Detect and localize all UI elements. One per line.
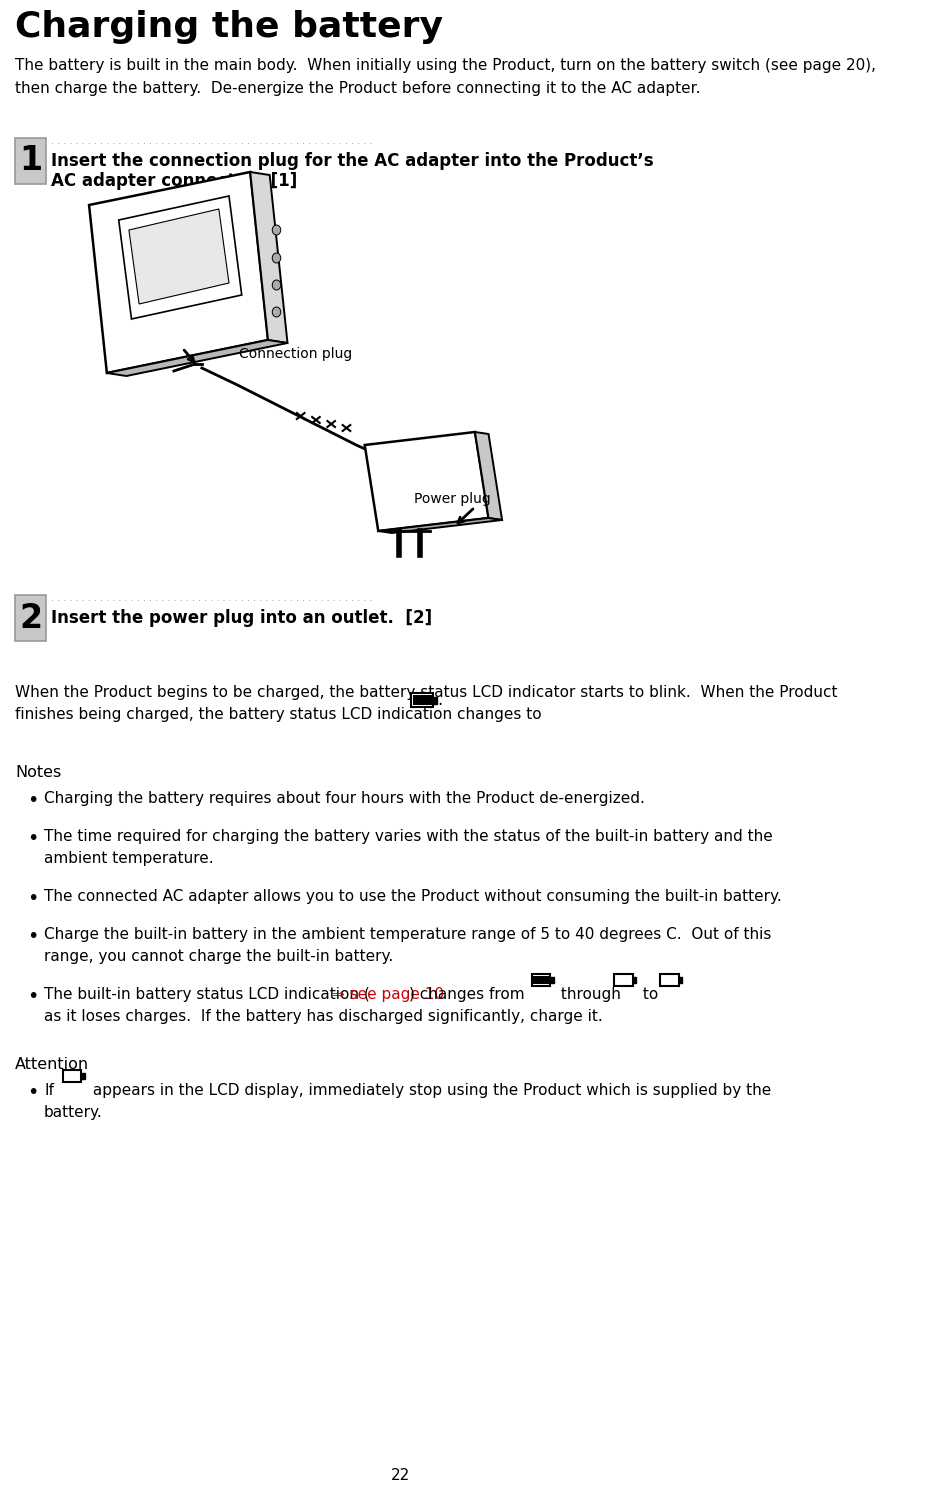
FancyBboxPatch shape bbox=[81, 1073, 85, 1079]
Text: . . . . . . . . . . . . . . . . . . . . . . . . . . . . . . . . . . . . . . . . : . . . . . . . . . . . . . . . . . . . . … bbox=[51, 593, 372, 604]
Polygon shape bbox=[379, 518, 502, 533]
Circle shape bbox=[272, 252, 280, 263]
Text: •: • bbox=[27, 988, 39, 1005]
FancyBboxPatch shape bbox=[660, 974, 679, 986]
FancyBboxPatch shape bbox=[533, 976, 548, 985]
FancyBboxPatch shape bbox=[15, 595, 46, 641]
Circle shape bbox=[272, 279, 280, 290]
Text: 1: 1 bbox=[19, 145, 42, 178]
Text: ) changes from: ) changes from bbox=[409, 988, 525, 1002]
Text: battery.: battery. bbox=[44, 1106, 103, 1120]
Polygon shape bbox=[250, 172, 288, 344]
Text: Attention: Attention bbox=[15, 1056, 90, 1073]
Text: 2: 2 bbox=[19, 602, 42, 635]
FancyBboxPatch shape bbox=[62, 1070, 81, 1082]
Text: to: to bbox=[638, 988, 658, 1002]
Text: •: • bbox=[27, 829, 39, 849]
FancyBboxPatch shape bbox=[413, 695, 431, 705]
Text: The built-in battery status LCD indication (: The built-in battery status LCD indicati… bbox=[44, 988, 370, 1002]
Text: appears in the LCD display, immediately stop using the Product which is supplied: appears in the LCD display, immediately … bbox=[88, 1083, 771, 1098]
Text: Charge the built-in battery in the ambient temperature range of 5 to 40 degrees : Charge the built-in battery in the ambie… bbox=[44, 926, 771, 964]
Text: •: • bbox=[27, 790, 39, 810]
Text: through: through bbox=[555, 988, 620, 1002]
Polygon shape bbox=[119, 196, 242, 320]
Polygon shape bbox=[364, 432, 489, 530]
Text: •: • bbox=[27, 1083, 39, 1103]
Text: .: . bbox=[437, 692, 442, 710]
Polygon shape bbox=[107, 341, 288, 376]
Text: finishes being charged, the battery status LCD indication changes to: finishes being charged, the battery stat… bbox=[15, 707, 542, 722]
FancyBboxPatch shape bbox=[412, 693, 433, 707]
Text: When the Product begins to be charged, the battery status LCD indicator starts t: When the Product begins to be charged, t… bbox=[15, 686, 837, 701]
FancyBboxPatch shape bbox=[433, 696, 437, 704]
Text: Insert the power plug into an outlet.  [2]: Insert the power plug into an outlet. [2… bbox=[51, 610, 432, 627]
Text: as it loses charges.  If the battery has discharged significantly, charge it.: as it loses charges. If the battery has … bbox=[44, 1008, 603, 1023]
Text: •: • bbox=[27, 889, 39, 908]
Circle shape bbox=[272, 306, 280, 317]
Text: Insert the connection plug for the AC adapter into the Product’s: Insert the connection plug for the AC ad… bbox=[51, 152, 653, 170]
FancyBboxPatch shape bbox=[632, 977, 636, 983]
FancyBboxPatch shape bbox=[679, 977, 682, 983]
Text: Charging the battery requires about four hours with the Product de-energized.: Charging the battery requires about four… bbox=[44, 790, 645, 805]
FancyBboxPatch shape bbox=[531, 974, 550, 986]
Text: Connection plug: Connection plug bbox=[239, 347, 352, 362]
Polygon shape bbox=[129, 209, 229, 303]
Polygon shape bbox=[475, 432, 502, 520]
FancyBboxPatch shape bbox=[15, 137, 46, 184]
Text: Notes: Notes bbox=[15, 765, 61, 780]
Text: 22: 22 bbox=[391, 1469, 410, 1484]
Text: The time required for charging the battery varies with the status of the built-i: The time required for charging the batte… bbox=[44, 829, 773, 867]
FancyBboxPatch shape bbox=[614, 974, 632, 986]
Text: The battery is built in the main body.  When initially using the Product, turn o: The battery is built in the main body. W… bbox=[15, 58, 876, 97]
Text: AC adapter connector.  [1]: AC adapter connector. [1] bbox=[51, 172, 297, 190]
Polygon shape bbox=[89, 172, 268, 374]
Text: Charging the battery: Charging the battery bbox=[15, 10, 444, 43]
Text: ⇒ see page 10: ⇒ see page 10 bbox=[332, 988, 445, 1002]
FancyBboxPatch shape bbox=[550, 977, 554, 983]
Text: •: • bbox=[27, 926, 39, 946]
Text: Power plug: Power plug bbox=[413, 492, 491, 506]
Text: If: If bbox=[44, 1083, 54, 1098]
Circle shape bbox=[272, 226, 280, 235]
Text: . . . . . . . . . . . . . . . . . . . . . . . . . . . . . . . . . . . . . . . . : . . . . . . . . . . . . . . . . . . . . … bbox=[51, 136, 372, 146]
Text: The connected AC adapter allows you to use the Product without consuming the bui: The connected AC adapter allows you to u… bbox=[44, 889, 782, 904]
